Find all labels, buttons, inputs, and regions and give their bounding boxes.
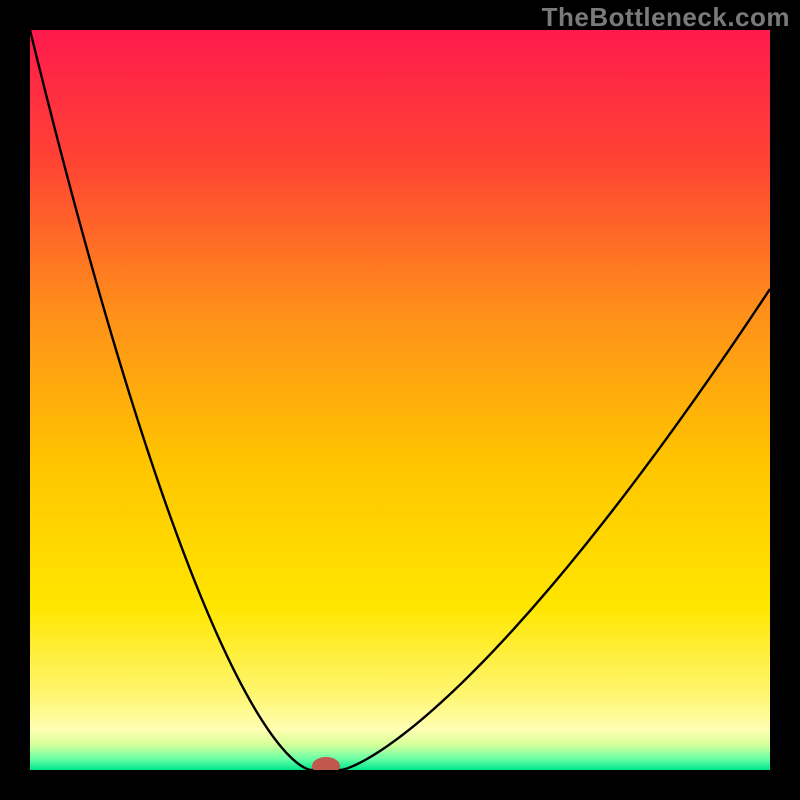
watermark-text: TheBottleneck.com [542, 2, 790, 33]
figure-container: TheBottleneck.com [0, 0, 800, 800]
bottleneck-chart [30, 30, 770, 770]
plot-area [30, 30, 770, 770]
plot-background [30, 30, 770, 770]
